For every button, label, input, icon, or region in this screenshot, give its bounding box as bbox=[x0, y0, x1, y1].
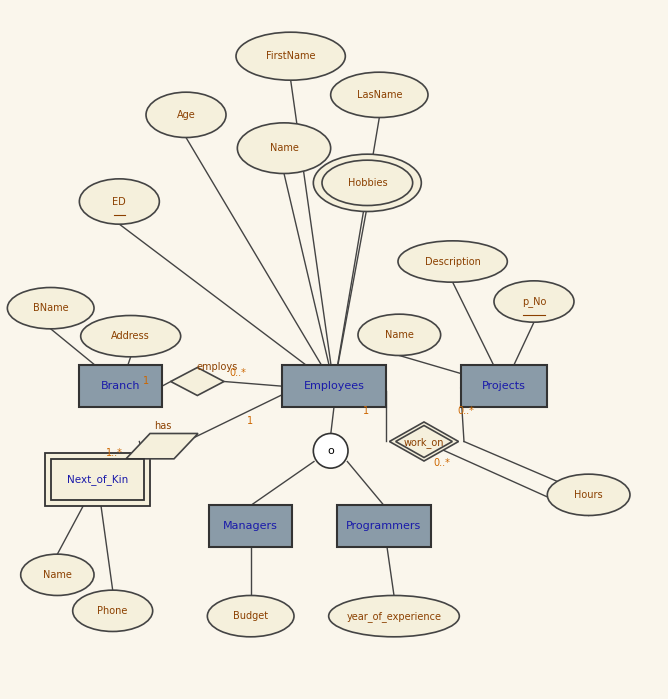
Polygon shape bbox=[395, 426, 452, 457]
Text: 0..*: 0..* bbox=[230, 368, 246, 378]
Text: FirstName: FirstName bbox=[266, 51, 315, 62]
Text: employs: employs bbox=[196, 362, 238, 372]
Ellipse shape bbox=[329, 596, 460, 637]
FancyBboxPatch shape bbox=[209, 505, 293, 547]
Text: Programmers: Programmers bbox=[347, 521, 422, 531]
Ellipse shape bbox=[494, 281, 574, 322]
Text: work_on: work_on bbox=[403, 438, 444, 448]
Text: ED: ED bbox=[112, 196, 126, 206]
Text: 1: 1 bbox=[363, 406, 369, 416]
FancyBboxPatch shape bbox=[45, 453, 150, 506]
Ellipse shape bbox=[237, 123, 331, 173]
Text: Age: Age bbox=[176, 110, 195, 120]
Ellipse shape bbox=[81, 315, 180, 356]
Text: 1..*: 1..* bbox=[106, 448, 122, 458]
Circle shape bbox=[313, 433, 348, 468]
Text: Employees: Employees bbox=[303, 381, 365, 391]
Ellipse shape bbox=[7, 287, 94, 329]
Text: Hobbies: Hobbies bbox=[347, 178, 387, 188]
Polygon shape bbox=[389, 422, 458, 461]
Ellipse shape bbox=[398, 241, 507, 282]
Text: Description: Description bbox=[425, 257, 480, 266]
Ellipse shape bbox=[73, 590, 153, 631]
Ellipse shape bbox=[236, 32, 345, 80]
Text: Address: Address bbox=[112, 331, 150, 341]
Text: Name: Name bbox=[270, 143, 299, 153]
Ellipse shape bbox=[331, 72, 428, 117]
Text: year_of_experience: year_of_experience bbox=[347, 611, 442, 621]
Text: p_No: p_No bbox=[522, 296, 546, 307]
Ellipse shape bbox=[547, 474, 630, 515]
Ellipse shape bbox=[313, 154, 422, 212]
FancyBboxPatch shape bbox=[461, 366, 547, 407]
FancyBboxPatch shape bbox=[51, 459, 144, 500]
Text: 1: 1 bbox=[247, 417, 253, 426]
Ellipse shape bbox=[79, 179, 160, 224]
Polygon shape bbox=[171, 368, 224, 396]
Text: LasName: LasName bbox=[357, 90, 402, 100]
Polygon shape bbox=[126, 433, 198, 459]
Text: Projects: Projects bbox=[482, 381, 526, 391]
Text: Managers: Managers bbox=[223, 521, 278, 531]
Ellipse shape bbox=[21, 554, 94, 596]
Ellipse shape bbox=[358, 314, 441, 356]
Text: o: o bbox=[327, 446, 334, 456]
Ellipse shape bbox=[322, 160, 413, 206]
Text: Name: Name bbox=[43, 570, 71, 579]
Text: BName: BName bbox=[33, 303, 69, 313]
Text: Next_of_Kin: Next_of_Kin bbox=[67, 474, 128, 485]
FancyBboxPatch shape bbox=[283, 366, 385, 407]
Ellipse shape bbox=[146, 92, 226, 138]
Text: Budget: Budget bbox=[233, 611, 269, 621]
FancyBboxPatch shape bbox=[337, 505, 431, 547]
Ellipse shape bbox=[207, 596, 294, 637]
Text: 1: 1 bbox=[143, 377, 149, 387]
FancyBboxPatch shape bbox=[79, 366, 162, 407]
Text: 0..*: 0..* bbox=[458, 406, 474, 416]
Text: Phone: Phone bbox=[98, 606, 128, 616]
Text: Hours: Hours bbox=[574, 490, 603, 500]
Text: has: has bbox=[154, 421, 172, 431]
Text: 0..*: 0..* bbox=[434, 458, 450, 468]
Text: Name: Name bbox=[385, 330, 413, 340]
Text: Branch: Branch bbox=[101, 381, 140, 391]
